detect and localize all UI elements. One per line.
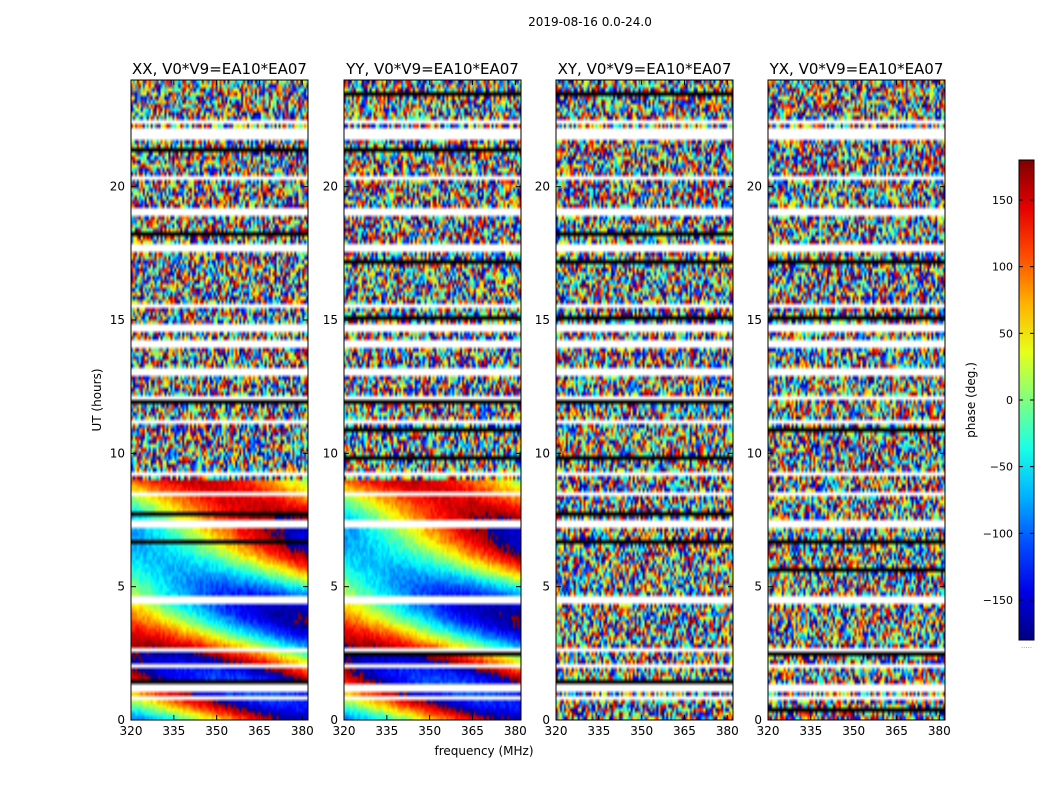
panel-frame [555, 79, 734, 721]
x-axis-label: frequency (MHz) [434, 744, 533, 758]
panel-xx: XX, V0*V9=EA10*EA07 320 335 350 365 380 0 5 10 15… [110, 60, 314, 738]
colorbar: 150 100 50 0 −50 −100 −150 phase (deg.)..... [964, 159, 1035, 650]
y-tick-label: 5 [754, 580, 762, 594]
y-tick-label: 20 [323, 180, 338, 194]
x-tick-label: 365 [885, 724, 908, 738]
colorbar-tick-label: −100 [983, 527, 1013, 540]
panel-title: XY, V0*V9=EA10*EA07 [558, 60, 732, 78]
colorbar-tick-label: 0 [1006, 394, 1013, 407]
y-tick-label: 20 [110, 180, 125, 194]
panel-title: YX, V0*V9=EA10*EA07 [769, 60, 944, 78]
x-tick-label: 320 [545, 724, 568, 738]
colorbar-tick-label: 50 [999, 327, 1013, 340]
y-tick-label: 10 [535, 446, 550, 460]
panel-yy: YY, V0*V9=EA10*EA07 320 335 350 365 380 0 5 10 15… [323, 60, 527, 738]
x-tick-label: 335 [375, 724, 398, 738]
y-tick-label: 15 [747, 313, 762, 327]
x-tick-label: 365 [673, 724, 696, 738]
panel-title: XX, V0*V9=EA10*EA07 [132, 60, 307, 78]
x-tick-label: 350 [630, 724, 653, 738]
colorbar-tick-label: −150 [983, 594, 1013, 607]
y-tick-label: 15 [535, 313, 550, 327]
colorbar-tick-label: 100 [992, 261, 1013, 274]
panel-heatmap [556, 80, 733, 720]
y-tick-label: 15 [323, 313, 338, 327]
y-tick-label: 10 [747, 446, 762, 460]
x-tick-label: 335 [799, 724, 822, 738]
panel-title: YY, V0*V9=EA10*EA07 [345, 60, 519, 78]
y-tick-label: 0 [330, 713, 338, 727]
y-tick-label: 10 [110, 446, 125, 460]
y-tick-label: 5 [542, 580, 550, 594]
x-tick-label: 350 [205, 724, 228, 738]
panel-frame [767, 79, 946, 721]
x-tick-label: 380 [928, 724, 951, 738]
colorbar-tick-label: 150 [992, 194, 1013, 207]
y-axis-label: UT (hours) [90, 368, 104, 431]
panel-xy: XY, V0*V9=EA10*EA07 320 335 350 365 380 0 5 10 15… [535, 60, 739, 738]
y-tick-label: 5 [117, 580, 125, 594]
x-tick-label: 335 [587, 724, 610, 738]
x-tick-label: 320 [120, 724, 143, 738]
panel-frame [130, 79, 309, 721]
panel-heatmap [131, 80, 308, 720]
panel-heatmap [344, 80, 521, 720]
panel-frame [343, 79, 522, 721]
y-tick-label: 20 [747, 180, 762, 194]
x-tick-label: 365 [248, 724, 271, 738]
x-tick-label: 380 [504, 724, 527, 738]
x-tick-label: 350 [842, 724, 865, 738]
panel-yx: YX, V0*V9=EA10*EA07 320 335 350 365 380 0 5 10 15… [747, 60, 951, 738]
panel-heatmap [768, 80, 945, 720]
colorbar-footer: ..... [1021, 642, 1032, 650]
y-tick-label: 0 [754, 713, 762, 727]
y-tick-label: 10 [323, 446, 338, 460]
y-tick-label: 0 [117, 713, 125, 727]
colorbar-tick-label: −50 [990, 461, 1013, 474]
x-tick-label: 380 [291, 724, 314, 738]
x-tick-label: 350 [418, 724, 441, 738]
x-tick-label: 335 [162, 724, 185, 738]
y-tick-label: 0 [542, 713, 550, 727]
x-tick-label: 365 [461, 724, 484, 738]
x-tick-label: 320 [757, 724, 780, 738]
colorbar-label: phase (deg.) [964, 362, 978, 438]
y-tick-label: 15 [110, 313, 125, 327]
figure-suptitle: 2019-08-16 0.0-24.0 [528, 15, 652, 29]
y-tick-label: 20 [535, 180, 550, 194]
x-tick-label: 320 [333, 724, 356, 738]
y-tick-label: 5 [330, 580, 338, 594]
x-tick-label: 380 [716, 724, 739, 738]
